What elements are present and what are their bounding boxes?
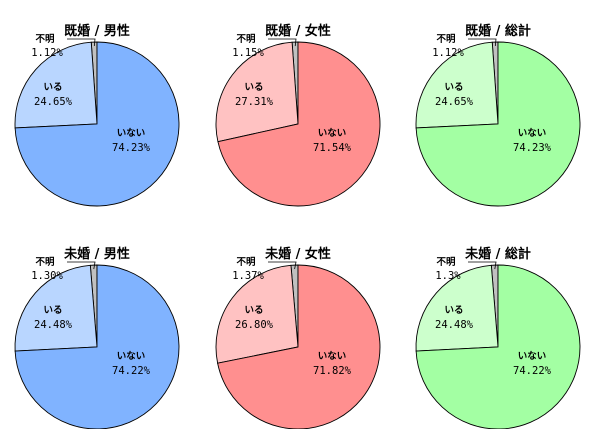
slice-label-unknown: 不明 — [436, 257, 456, 268]
pie-slice-no — [14, 264, 180, 429]
pie-slice-yes — [14, 264, 98, 352]
slice-label-no: いない — [318, 128, 347, 139]
pie-slice-no — [217, 264, 381, 429]
pie-title: 既婚 / 男性 — [64, 23, 130, 39]
pie-slice-yes — [415, 41, 499, 129]
leader-line — [268, 261, 297, 270]
pie-slice-yes — [14, 41, 98, 129]
slice-label-no: いない — [117, 128, 146, 139]
leader-line — [67, 38, 96, 47]
pie-title: 未婚 / 総計 — [464, 246, 531, 262]
slice-value-no: 74.22% — [513, 365, 552, 377]
slice-value-unknown: 1.30% — [31, 270, 63, 282]
slice-label-no: いない — [117, 351, 146, 362]
slice-value-no: 71.82% — [313, 365, 352, 377]
slice-value-unknown: 1.12% — [432, 47, 464, 59]
pie-title: 既婚 / 女性 — [265, 23, 331, 39]
slice-label-no: いない — [518, 351, 547, 362]
slice-label-unknown: 不明 — [436, 34, 456, 45]
leader-line — [67, 261, 96, 270]
pie-title: 未婚 / 女性 — [264, 246, 331, 262]
slice-value-yes: 24.48% — [435, 319, 474, 331]
slice-value-no: 71.54% — [313, 142, 352, 154]
slice-value-yes: 27.31% — [235, 96, 274, 108]
slice-value-unknown: 1.37% — [232, 270, 264, 282]
slice-label-yes: いる — [444, 82, 463, 93]
slice-label-no: いない — [318, 351, 347, 362]
leader-line — [268, 38, 297, 47]
slice-value-unknown: 1.3% — [435, 270, 461, 282]
slice-value-no: 74.22% — [112, 365, 151, 377]
slice-value-unknown: 1.12% — [31, 47, 63, 59]
pie-slice-no — [415, 264, 581, 429]
slice-value-yes: 26.80% — [235, 319, 274, 331]
slice-label-yes: いる — [244, 82, 263, 93]
slice-label-yes: いる — [244, 305, 263, 316]
leader-line — [468, 38, 497, 47]
slice-label-unknown: 不明 — [236, 257, 256, 268]
slice-value-unknown: 1.15% — [232, 47, 264, 59]
pie-slice-no — [14, 41, 180, 207]
pie-slice-yes — [215, 41, 299, 143]
pie-slice-yes — [215, 264, 299, 364]
pie-title: 既婚 / 総計 — [465, 23, 531, 39]
slice-value-no: 74.23% — [112, 142, 151, 154]
slice-label-unknown: 不明 — [35, 34, 55, 45]
slice-label-yes: いる — [444, 305, 463, 316]
slice-value-yes: 24.65% — [34, 96, 73, 108]
pie-title: 未婚 / 男性 — [63, 246, 130, 262]
slice-label-yes: いる — [43, 82, 62, 93]
slice-value-no: 74.23% — [513, 142, 552, 154]
pie-slice-no — [217, 41, 381, 207]
slice-label-no: いない — [518, 128, 547, 139]
slice-label-unknown: 不明 — [35, 257, 55, 268]
slice-value-yes: 24.48% — [34, 319, 73, 331]
leader-line — [468, 261, 497, 270]
slice-value-yes: 24.65% — [435, 96, 474, 108]
slice-label-yes: いる — [43, 305, 62, 316]
slice-label-unknown: 不明 — [236, 34, 256, 45]
pie-slice-yes — [415, 264, 499, 352]
pie-slice-no — [415, 41, 581, 207]
